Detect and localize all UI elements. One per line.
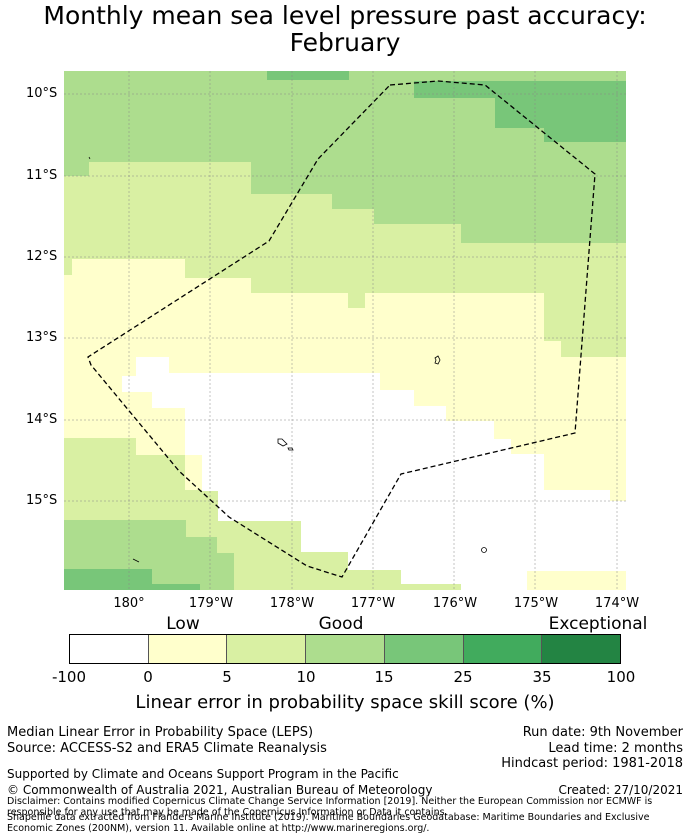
footer-run-date: Run date: 9th November: [522, 725, 683, 740]
island-outline: [481, 547, 487, 553]
colorbar-swatch: [306, 635, 385, 663]
lon-label: 179°W: [188, 596, 234, 611]
footer-shapefile: Shapefile data extracted from Flanders M…: [7, 812, 650, 834]
colorbar-tick: -100: [51, 668, 87, 686]
colorbar-swatch: [70, 635, 149, 663]
lat-label: 14°S: [26, 412, 58, 427]
footer-method: Median Linear Error in Probability Space…: [7, 725, 314, 740]
lat-label: 12°S: [26, 249, 58, 264]
category-good: Good: [318, 614, 364, 634]
title-line-1: Monthly mean sea level pressure past acc…: [43, 1, 647, 30]
lat-label: 11°S: [26, 168, 58, 183]
colorbar-swatch: [542, 635, 621, 663]
footer-hindcast: Hindcast period: 1981-2018: [501, 756, 683, 771]
footer-lead-time: Lead time: 2 months: [548, 741, 683, 756]
lon-label: 178°W: [269, 596, 315, 611]
footer-copyright: © Commonwealth of Australia 2021, Austra…: [7, 783, 433, 797]
lat-label: 13°S: [26, 330, 58, 345]
colorbar-tick: 100: [606, 668, 636, 686]
category-low: Low: [166, 614, 200, 634]
lat-label: 15°S: [26, 493, 58, 508]
lon-label: 176°W: [432, 596, 478, 611]
footer-source: Source: ACCESS-S2 and ERA5 Climate Reana…: [7, 741, 327, 756]
graticule: [64, 71, 626, 590]
colorbar-tick: 0: [143, 668, 153, 686]
colorbar-tick: 35: [532, 668, 552, 686]
colorbar-swatch: [463, 635, 543, 663]
lon-label: 180°: [113, 596, 145, 611]
footer-created: Created: 27/10/2021: [558, 783, 683, 797]
skill-cell-lightgreen: [201, 162, 251, 176]
colorbar-title: Linear error in probability space skill …: [135, 692, 555, 713]
colorbar: [69, 634, 621, 664]
colorbar-tick: 25: [453, 668, 473, 686]
title-line-2: February: [289, 28, 401, 57]
category-exceptional: Exceptional: [548, 614, 648, 634]
island-outline: [277, 438, 288, 447]
colorbar-tick: 15: [374, 668, 394, 686]
skill-cell-lightgreen: [89, 162, 105, 176]
colorbar-tick: 10: [296, 668, 316, 686]
skill-cell-midgreen: [414, 81, 626, 142]
lon-label: 174°W: [594, 596, 640, 611]
skill-cell-green: [64, 71, 626, 243]
eez-boundary: [87, 80, 596, 578]
islands: [88, 156, 487, 563]
colorbar-swatch: [227, 635, 307, 663]
map-canvas: [64, 71, 626, 590]
island-outline: [434, 355, 441, 365]
footer-support: Supported by Climate and Oceans Support …: [7, 767, 399, 781]
skill-cell-yellow: [527, 571, 626, 590]
island-outline: [287, 447, 294, 451]
chart-title: Monthly mean sea level pressure past acc…: [0, 2, 690, 56]
skill-map: [64, 71, 626, 590]
skill-field: [64, 71, 626, 590]
island-outline: [88, 156, 91, 160]
lon-label: 177°W: [350, 596, 396, 611]
colorbar-tick: 5: [222, 668, 232, 686]
skill-cell-midgreen: [267, 71, 349, 80]
lat-label: 10°S: [26, 86, 58, 101]
skill-cell-midgreen: [64, 569, 200, 590]
colorbar-swatch: [148, 635, 228, 663]
footer-disclaimer: Disclaimer: Contains modified Copernicus…: [7, 796, 653, 818]
lon-label: 175°W: [513, 596, 559, 611]
skill-cell-white: [122, 357, 626, 590]
island-outline: [132, 558, 140, 563]
colorbar-swatch: [384, 635, 464, 663]
